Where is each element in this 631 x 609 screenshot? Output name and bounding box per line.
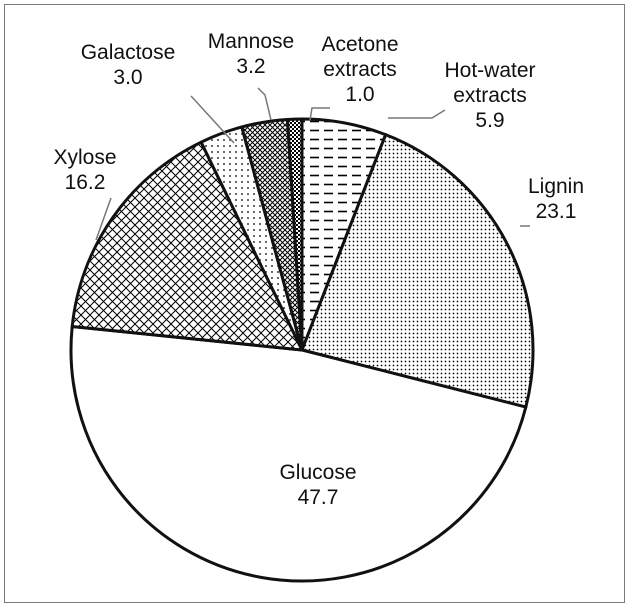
slice-label-galactose: Galactose	[81, 41, 176, 64]
pie-slice-lignin	[300, 133, 535, 409]
slice-label-lignin: Lignin	[528, 175, 584, 198]
slice-label-acetone-extracts: Acetone	[321, 33, 398, 56]
leader-line-xylose	[95, 197, 112, 241]
pie-leader-lines	[95, 87, 530, 241]
slice-value-acetone-extracts: 1.0	[345, 83, 374, 106]
pie-slices	[69, 117, 535, 583]
slice-value-hot-water-extracts: 5.9	[475, 109, 504, 132]
slice-value-mannose: 3.2	[236, 55, 265, 78]
slice-label-acetone-extracts: extracts	[323, 58, 397, 81]
slice-label-xylose: Xylose	[53, 146, 116, 169]
slice-label-mannose: Mannose	[208, 30, 294, 53]
pie-labels: Hot-waterextracts5.9Lignin23.1Glucose47.…	[53, 30, 584, 509]
leader-line-mannose	[257, 87, 272, 121]
slice-value-glucose: 47.7	[298, 486, 339, 509]
slice-label-glucose: Glucose	[279, 461, 356, 484]
leader-line-acetone-extracts	[309, 107, 330, 121]
leader-line-galactose	[190, 95, 235, 144]
slice-label-hot-water-extracts: Hot-water	[444, 59, 535, 82]
slice-value-xylose: 16.2	[65, 171, 106, 194]
pie-slice-glucose	[69, 324, 528, 583]
pie-slice-acetone-extracts	[286, 117, 304, 352]
slice-value-lignin: 23.1	[536, 200, 577, 223]
slice-label-hot-water-extracts: extracts	[453, 84, 527, 107]
slice-value-galactose: 3.0	[113, 66, 142, 89]
pie-slice-xylose	[70, 140, 304, 352]
leader-line-hot-water-extracts	[388, 109, 446, 119]
